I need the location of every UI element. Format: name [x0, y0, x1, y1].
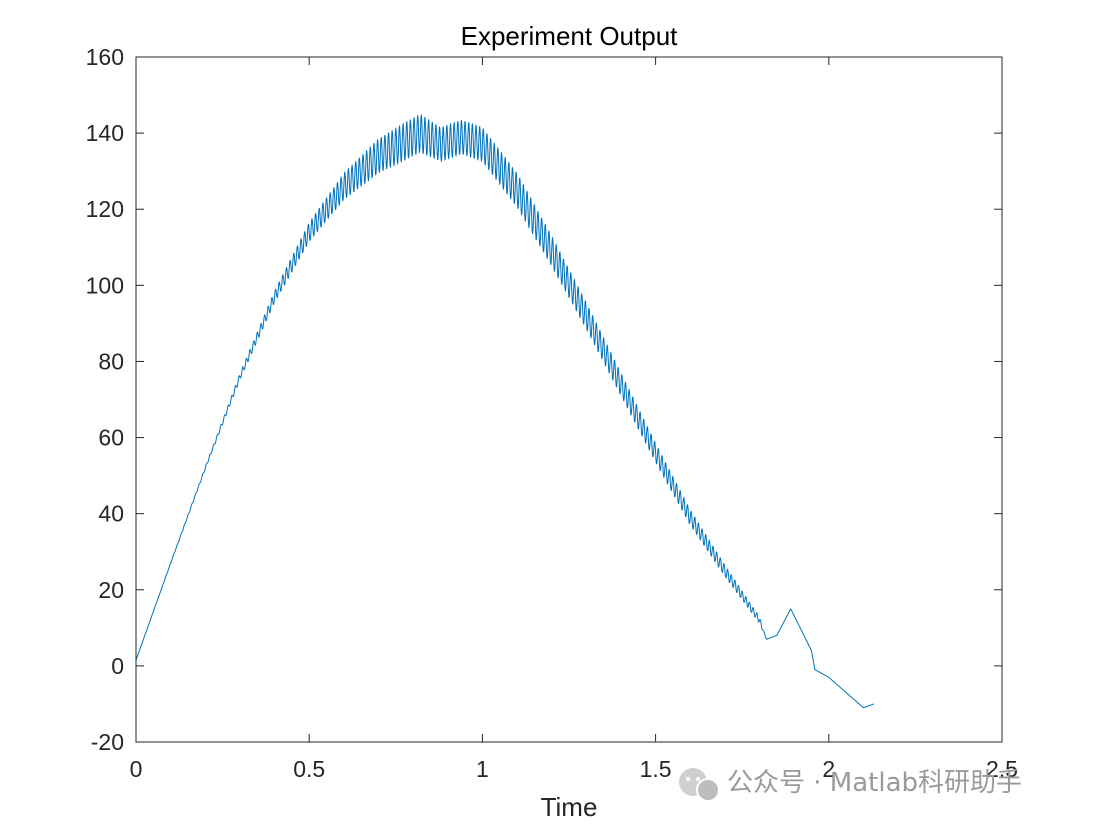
- series-line: [135, 114, 875, 709]
- x-tick-label: 0.5: [293, 756, 325, 782]
- watermark: 公众号 · Matlab科研助手: [679, 768, 1022, 802]
- x-tick-label: 2.5: [986, 756, 1018, 782]
- axes-background: [136, 57, 1002, 742]
- y-tick-label: 20: [98, 577, 124, 603]
- y-tick-label: 0: [111, 653, 124, 679]
- y-tick-label: 60: [98, 425, 124, 451]
- x-tick-label: 2: [822, 756, 835, 782]
- y-tick-label: 140: [86, 120, 124, 146]
- x-tick-label: 1.5: [640, 756, 672, 782]
- y-tick-labels: -20 0 20 40 60 80 100 120 140 160: [86, 44, 124, 755]
- series-layer: [135, 114, 875, 709]
- x-tick-labels: 0 0.5 1 1.5 2 2.5: [130, 756, 1018, 782]
- x-tick-label: 1: [476, 756, 489, 782]
- x-tick-label: 0: [130, 756, 143, 782]
- watermark-text: 公众号 · Matlab科研助手: [727, 768, 1022, 798]
- wechat-icon: [679, 768, 720, 802]
- y-tick-label: 160: [86, 44, 124, 70]
- y-tick-label: 40: [98, 501, 124, 527]
- x-axis-label: Time: [541, 792, 598, 822]
- chart-title: Experiment Output: [461, 21, 679, 51]
- y-tick-label: 80: [98, 348, 124, 374]
- y-tick-label: 120: [86, 196, 124, 222]
- y-tick-label: -20: [91, 729, 124, 755]
- axes-box: [135, 56, 1003, 743]
- y-tick-label: 100: [86, 272, 124, 298]
